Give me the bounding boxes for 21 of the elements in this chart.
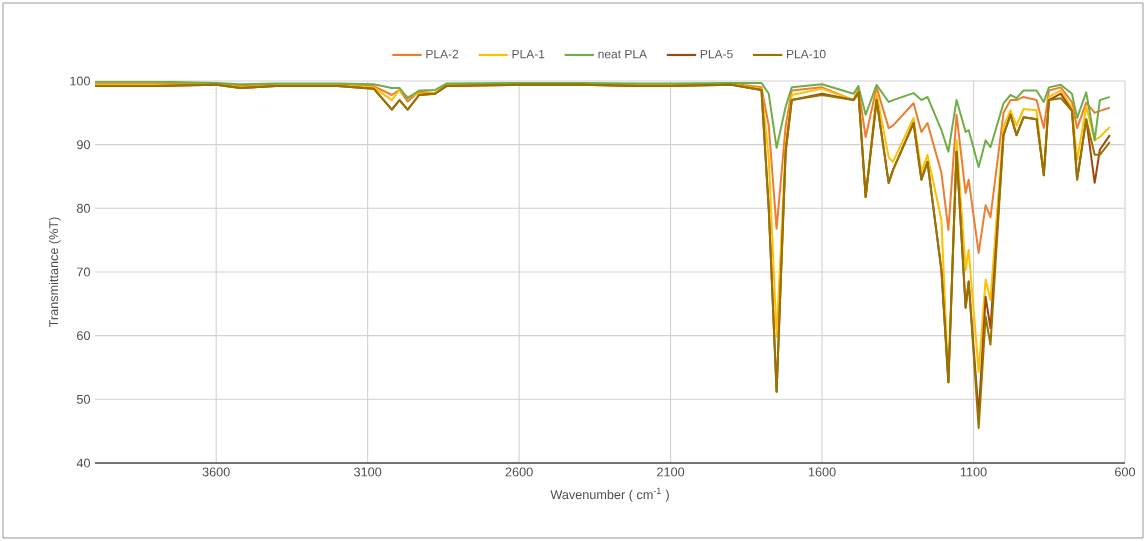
y-tick-label: 80 <box>76 203 91 213</box>
x-tick-label: 2100 <box>657 467 685 477</box>
y-tick-label: 70 <box>77 267 91 277</box>
x-axis-title: Wavenumber ( cm$^{-1}$ ) <box>550 487 669 502</box>
y-tick-label: 90 <box>77 140 91 150</box>
legend-label: neat PLA <box>598 49 648 59</box>
x-tick-label: 600 <box>1115 467 1136 477</box>
y-tick-label: 50 <box>76 394 91 404</box>
y-tick-label: 100 <box>70 76 90 86</box>
legend-label: PLA-2 <box>426 49 459 59</box>
x-tick-label: 3600 <box>202 467 230 477</box>
y-axis-title: Transmittance (%T) <box>48 217 61 328</box>
legend-label: PLA-5 <box>700 49 733 59</box>
y-tick-label: 40 <box>76 458 91 468</box>
x-tick-label: 1100 <box>960 467 987 477</box>
legend-label: PLA-10 <box>787 49 826 59</box>
legend-label: PLA-1 <box>512 49 545 59</box>
x-tick-label: 1600 <box>808 467 836 477</box>
x-tick-label: 3100 <box>354 467 382 477</box>
y-tick-label: 60 <box>77 331 91 341</box>
x-tick-label: 2600 <box>505 467 533 477</box>
